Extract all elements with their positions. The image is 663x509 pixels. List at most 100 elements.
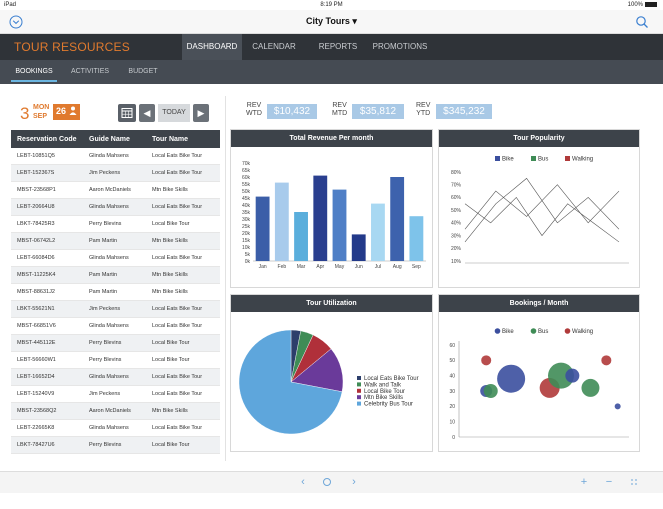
page-title[interactable]: City Tours ▾ [0,16,663,27]
table-row[interactable]: MBST-88631J2 Pam Martin Mtn Bike Skills [11,284,220,301]
table-header: Reservation Code Guide Name Tour Name [11,130,220,148]
tour-name-cell: Local Eats Bike Tour [152,153,203,159]
reservation-code-cell: LBKT-78425R3 [17,221,55,227]
rev-wtd-label-1: REV [246,102,262,109]
table-row[interactable]: LEBT-15240V9 Jim Peckens Local Eats Bike T… [11,386,220,403]
bubble [483,384,498,398]
legend-label: Bus [538,157,548,163]
minus-icon[interactable]: − [605,476,613,488]
table-row[interactable]: LEBT-56660W1 Perry Blevins Local Bike Tour [11,352,220,369]
table-row[interactable]: LBKT-78425R3 Perry Blevins Local Bike Tour [11,216,220,233]
bar [409,216,424,261]
y-tick-label: 20 [449,404,455,410]
divider [225,96,226,461]
tab-promotions[interactable]: PROMOTIONS [372,42,428,51]
table-row[interactable]: MBST-06742L2 Pam Martin Mtn Bike Skills [11,233,220,250]
table-row[interactable]: LEBT-10851Q5 Glinda Mahsens Local Eats Bik… [11,148,220,165]
chevron-circle-icon[interactable] [9,15,23,29]
tab-calendar[interactable]: CALENDAR [252,42,296,51]
guide-name-cell: Glinda Mahsens [89,204,129,210]
table-row[interactable]: LEBT-22665K8 Glinda Mahsens Local Eats Bik… [11,420,220,437]
bubble [548,362,574,389]
y-tick-label: 10k [242,245,251,251]
table-row[interactable]: MBST-23568P1 Aaron McDaniels Mtn Bike Skil… [11,182,220,199]
y-tick-label: 5k [245,252,251,258]
plus-icon[interactable]: + [580,476,588,488]
tab-reports[interactable]: REPORTS [318,42,358,51]
guide-name-cell: Pam Martin [89,289,118,295]
col-reservation-code[interactable]: Reservation Code [17,135,77,143]
y-tick-label: 80% [451,170,462,176]
search-icon[interactable] [635,15,649,29]
guide-name-cell: Jim Peckens [89,391,121,397]
page-title-text: City Tours [306,16,350,26]
col-tour-name[interactable]: Tour Name [152,135,189,143]
next-day-button[interactable]: ▶ [193,104,209,122]
legend-swatch [531,156,536,161]
guide-name-cell: Jim Peckens [89,170,121,176]
table-body: LEBT-10851Q5 Glinda Mahsens Local Eats Bik… [11,148,220,454]
battery-percent: 100% [627,2,643,9]
expand-icon[interactable] [628,476,640,488]
tab-dashboard[interactable]: DASHBOARD [182,34,242,60]
table-row[interactable]: MBST-23568Q2 Aaron McDaniels Mtn Bike Skil… [11,403,220,420]
tour-name-cell: Local Bike Tour [152,221,190,227]
utilization-panel-title: Tour Utilization [231,295,432,312]
col-guide-name[interactable]: Guide Name [89,135,130,143]
sub-menu-bar: BOOKINGS ACTIVITIES BUDGET [0,60,663,84]
bubble [481,355,492,366]
guide-name-cell: Glinda Mahsens [89,255,129,261]
refresh-icon[interactable] [321,476,333,488]
tour-name-cell: Local Eats Bike Tour [152,323,203,329]
reservation-code-cell: LBKT-78427U6 [17,442,55,448]
rev-mtd-label-2: MTD [332,110,348,117]
legend-label: Walking [572,329,593,335]
legend-label: Celebrity Bus Tour [364,402,413,408]
booking-count-badge[interactable]: 26 [53,104,80,120]
reservation-code-cell: MBST-23568Q2 [17,408,57,414]
x-tick-label: Jul [375,264,381,270]
bubble [601,355,612,366]
subtab-budget[interactable]: BUDGET [128,68,158,75]
y-tick-label: 20% [451,246,462,252]
subtab-activities[interactable]: ACTIVITIES [70,68,110,75]
y-tick-label: 15k [242,238,251,244]
calendar-button[interactable] [118,104,136,122]
reservation-code-cell: MBST-23568P1 [17,187,56,193]
y-tick-label: 40k [242,203,251,209]
rev-mtd-label-1: REV [332,102,347,109]
legend-swatch [530,328,537,334]
table-row[interactable]: MBST-11225K4 Pam Martin Mtn Bike Skills [11,267,220,284]
revenue-panel: Total Revenue Per month 0k 5k 10k 15k 20k 25k… [230,129,433,288]
today-button[interactable]: TODAY [158,104,190,122]
y-tick-label: 30k [242,217,251,223]
tour-name-cell: Local Eats Bike Tour [152,374,203,380]
popularity-panel: Tour Popularity Bike Bus Walking 10% 20% 30% 4… [438,129,640,288]
table-row[interactable]: LEBT-66084D6 Glinda Mahsens Local Eats Bik… [11,250,220,267]
tour-name-cell: Local Bike Tour [152,357,190,363]
forward-arrow-icon[interactable]: › [352,476,356,488]
table-row[interactable]: LEBT-152367S Jim Peckens Local Eats Bike T… [11,165,220,182]
rev-wtd-value: $10,432 [267,104,317,119]
bubble [565,368,580,383]
y-tick-label: 0 [452,435,455,441]
guide-name-cell: Aaron McDaniels [89,408,131,414]
table-row[interactable]: LBKT-78427U6 Perry Blevins Local Bike Tour [11,437,220,454]
table-row[interactable]: LEBT-16652D4 Glinda Mahsens Local Eats Bik… [11,369,220,386]
reservation-code-cell: MBST-66851V6 [17,323,56,329]
prev-day-button[interactable]: ◀ [139,104,155,122]
tour-name-cell: Local Bike Tour [152,442,190,448]
table-row[interactable]: LBKT-55621N1 Jim Peckens Local Eats Bike T… [11,301,220,318]
booking-count: 26 [56,106,67,116]
subtab-bookings[interactable]: BOOKINGS [11,60,57,82]
reservation-code-cell: MBST-88631J2 [17,289,55,295]
table-row[interactable]: MBST-445112E Perry Blevins Local Bike Tour [11,335,220,352]
back-arrow-icon[interactable]: ‹ [301,476,305,488]
tour-name-cell: Local Eats Bike Tour [152,306,203,312]
calendar-icon [121,108,133,118]
reservation-code-cell: LBKT-55621N1 [17,306,55,312]
x-tick-label: Mar [297,264,306,270]
bookings-table: Reservation Code Guide Name Tour Name LE… [11,130,220,454]
table-row[interactable]: LEBT-20664U8 Glinda Mahsens Local Eats Bik… [11,199,220,216]
table-row[interactable]: MBST-66851V6 Glinda Mahsens Local Eats Bik… [11,318,220,335]
